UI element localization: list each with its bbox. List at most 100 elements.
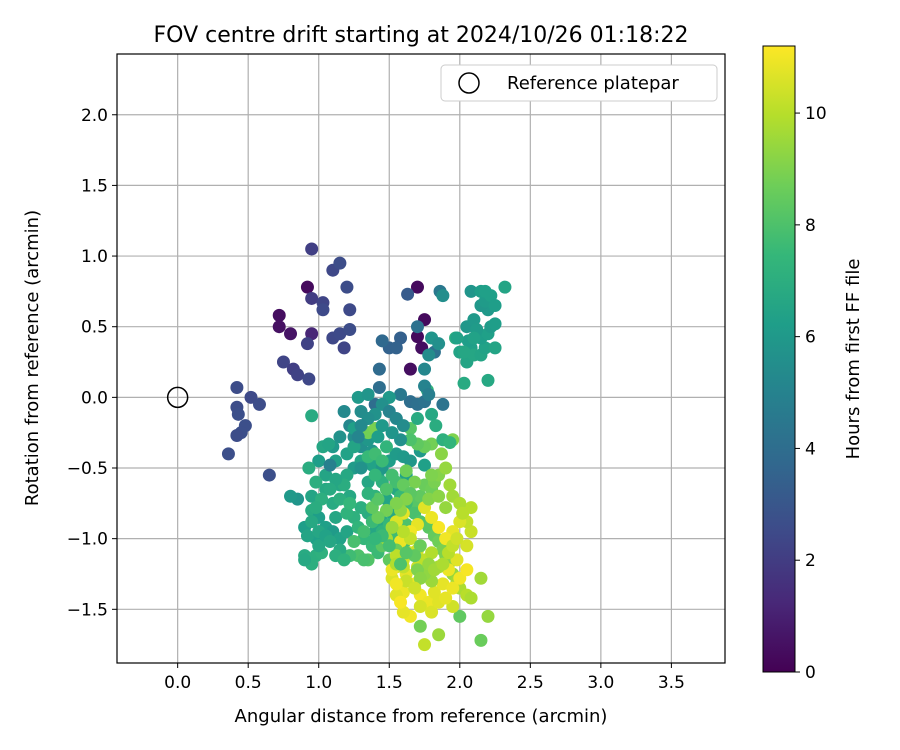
y-tick-label: −1.5 xyxy=(67,600,108,620)
y-tick-label: −1.0 xyxy=(67,530,108,550)
data-point xyxy=(354,501,368,515)
colorbar-ticks: 0 2 4 6 8 10 xyxy=(795,104,827,683)
data-point xyxy=(422,492,436,506)
data-point xyxy=(382,539,396,553)
data-point xyxy=(432,520,446,534)
data-point xyxy=(422,348,436,362)
data-point xyxy=(300,337,314,351)
data-point xyxy=(481,373,495,387)
colorbar-tick-label: 4 xyxy=(805,439,816,459)
data-point xyxy=(439,461,453,475)
data-point xyxy=(443,436,457,450)
data-point xyxy=(418,638,432,652)
data-point xyxy=(418,362,432,376)
data-point xyxy=(436,397,450,411)
data-point xyxy=(302,461,316,475)
data-point xyxy=(408,475,422,489)
data-point xyxy=(284,489,298,503)
data-point xyxy=(389,496,403,510)
y-tick-label: 1.5 xyxy=(81,176,108,196)
data-point xyxy=(399,464,413,478)
data-point xyxy=(474,633,488,647)
legend-marker-open-circle xyxy=(458,72,480,94)
data-point xyxy=(305,291,319,305)
data-point xyxy=(333,256,347,270)
data-point xyxy=(410,320,424,334)
data-point xyxy=(436,577,450,591)
colorbar-tick-label: 2 xyxy=(805,551,816,571)
data-point xyxy=(337,404,351,418)
data-point xyxy=(474,571,488,585)
data-point xyxy=(340,506,354,520)
colorbar-label: Hours from first FF file xyxy=(843,259,864,460)
data-point xyxy=(425,510,439,524)
x-tick-label: 3.0 xyxy=(587,673,614,693)
plot-area-frame xyxy=(116,53,726,664)
data-point xyxy=(456,506,470,520)
y-tick-label: −0.5 xyxy=(67,459,108,479)
y-tick-label: 1.0 xyxy=(81,247,108,267)
data-point xyxy=(413,619,427,633)
data-point xyxy=(403,454,417,468)
data-point xyxy=(316,303,330,317)
data-point xyxy=(371,430,385,444)
data-point xyxy=(457,345,471,359)
data-point xyxy=(323,534,337,548)
data-point xyxy=(347,534,361,548)
data-point xyxy=(394,595,408,609)
x-axis-label: Angular distance from reference (arcmin) xyxy=(235,706,608,727)
data-point xyxy=(347,440,361,454)
data-point xyxy=(375,334,389,348)
legend: Reference platepar xyxy=(440,64,718,102)
y-tick-label: 2.0 xyxy=(81,106,108,126)
colorbar: 0 2 4 6 8 10 Hours from first FF file xyxy=(762,45,864,683)
data-point xyxy=(396,419,410,433)
data-point xyxy=(372,362,386,376)
x-axis-ticks: 0.0 0.5 1.0 1.5 2.0 2.5 3.0 3.5 xyxy=(164,663,685,693)
data-point xyxy=(272,320,286,334)
data-point xyxy=(323,482,337,496)
data-point xyxy=(329,472,343,486)
data-point xyxy=(413,599,427,613)
y-tick-label: 0.5 xyxy=(81,318,108,338)
data-point xyxy=(425,605,439,619)
colorbar-gradient xyxy=(762,45,796,673)
x-tick-label: 2.5 xyxy=(517,673,544,693)
data-point xyxy=(498,280,512,294)
data-point xyxy=(305,515,319,529)
data-point xyxy=(337,341,351,355)
data-point xyxy=(323,458,337,472)
data-point xyxy=(460,539,474,553)
data-point xyxy=(450,532,464,546)
reference-point xyxy=(166,386,189,409)
data-point xyxy=(394,388,408,402)
data-point xyxy=(305,409,319,423)
data-point xyxy=(357,553,371,567)
data-point xyxy=(302,372,316,386)
legend-label: Reference platepar xyxy=(507,73,679,94)
data-point xyxy=(432,628,446,642)
data-point xyxy=(354,461,368,475)
data-point xyxy=(343,496,357,510)
data-point xyxy=(385,520,399,534)
data-point xyxy=(453,496,467,510)
x-tick-label: 0.5 xyxy=(235,673,262,693)
data-point xyxy=(333,327,347,341)
data-point xyxy=(436,289,450,303)
chart-title: FOV centre drift starting at 2024/10/26 … xyxy=(154,23,689,48)
data-points xyxy=(221,242,512,652)
data-point xyxy=(396,605,410,619)
data-point xyxy=(379,440,393,454)
data-point xyxy=(401,287,415,301)
data-point xyxy=(457,376,471,390)
data-point xyxy=(385,426,399,440)
data-point xyxy=(319,468,333,482)
data-point xyxy=(298,553,312,567)
data-point xyxy=(446,581,460,595)
data-point xyxy=(460,563,474,577)
data-point xyxy=(425,407,439,421)
data-point xyxy=(396,525,410,539)
legend-box xyxy=(440,64,718,102)
x-tick-label: 1.5 xyxy=(376,673,403,693)
